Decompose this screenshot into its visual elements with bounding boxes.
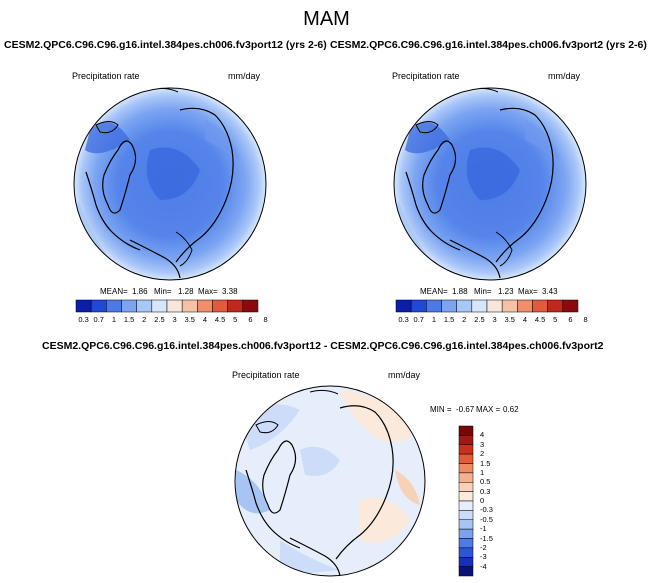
diff-colorbar: [458, 425, 474, 577]
colorbar-tick-label: 1: [111, 315, 116, 324]
colorbar-swatch: [458, 444, 474, 455]
panel1-units-label: mm/day: [228, 71, 261, 81]
colorbar-tick-label: 0.5: [480, 477, 491, 487]
colorbar-tick-label: -0.3: [480, 505, 493, 515]
diff-min-value: -0.67: [456, 405, 475, 414]
panel2-min-label: Min=: [474, 287, 492, 296]
colorbar-swatch: [458, 463, 474, 474]
colorbar-tick-label: 0.3: [398, 315, 409, 324]
colorbar-tick-label: -0.5: [480, 514, 493, 524]
diff-min-label: MIN =: [430, 405, 452, 414]
colorbar-tick-label: 4: [480, 430, 485, 440]
colorbar-tick-label: 1.5: [123, 315, 135, 324]
colorbar-swatch: [458, 482, 474, 492]
diff-variable-label: Precipitation rate: [232, 370, 300, 380]
colorbar-tick-label: 6: [248, 315, 253, 324]
panel2-max-label: Max=: [518, 287, 538, 296]
colorbar-tick-label: 3.5: [504, 315, 515, 324]
colorbar-swatch: [242, 299, 259, 313]
panel2-min-value: 1.23: [498, 287, 514, 296]
colorbar-swatch: [458, 435, 474, 445]
panel2-colorbar: [395, 299, 579, 313]
colorbar-tick-label: 0.3: [78, 315, 89, 324]
colorbar-swatch: [458, 500, 474, 511]
colorbar-tick-label: -1.5: [480, 533, 493, 543]
figure-title: MAM: [303, 8, 350, 30]
colorbar-swatch: [458, 472, 474, 483]
panel1-mean-value: 1.86: [132, 287, 148, 296]
colorbar-tick-label: 3.5: [184, 315, 195, 324]
colorbar-tick-label: 4: [522, 315, 527, 324]
colorbar-tick-label: 2.5: [474, 315, 485, 324]
panel2-units-label: mm/day: [548, 71, 581, 81]
colorbar-tick-label: 3: [492, 315, 497, 324]
colorbar-tick-label: -3: [480, 552, 487, 562]
diff-max-value: 0.62: [503, 405, 519, 414]
panel2-variable-label: Precipitation rate: [392, 71, 460, 81]
colorbar-swatch: [458, 510, 474, 520]
colorbar-tick-label: -4: [480, 561, 487, 571]
panel1-colorbar: [75, 299, 259, 313]
colorbar-tick-label: 2: [462, 315, 467, 324]
panel2-mean-value: 1.88: [452, 287, 468, 296]
colorbar-swatch: [458, 557, 474, 567]
colorbar-tick-label: -1: [480, 524, 487, 534]
panel1-min-label: Min=: [154, 287, 172, 296]
colorbar-tick-label: 0.7: [93, 315, 104, 324]
colorbar-swatch: [458, 547, 474, 558]
colorbar-swatch: [458, 519, 474, 530]
colorbar-tick-label: 5: [233, 315, 238, 324]
colorbar-tick-label: 3: [480, 439, 485, 449]
panel2-mean-label: MEAN=: [420, 287, 448, 296]
panel1-title: CESM2.QPC6.C96.C96.g16.intel.384pes.ch00…: [4, 39, 327, 51]
colorbar-tick-label: 4.5: [214, 315, 226, 324]
colorbar-tick-label: 1.5: [443, 315, 455, 324]
colorbar-tick-label: 1: [431, 315, 436, 324]
colorbar-tick-label: 2.5: [154, 315, 165, 324]
colorbar-tick-label: 6: [568, 315, 573, 324]
colorbar-swatch: [458, 566, 474, 577]
colorbar-tick-label: 1: [480, 467, 485, 477]
panel2-title: CESM2.QPC6.C96.C96.g16.intel.384pes.ch00…: [330, 39, 647, 51]
colorbar-tick-label: 5: [553, 315, 558, 324]
colorbar-tick-label: 1.5: [480, 458, 491, 468]
colorbar-tick-label: -2: [480, 542, 487, 552]
colorbar-tick-label: 2: [142, 315, 147, 324]
colorbar-tick-label: 4: [202, 315, 207, 324]
colorbar-swatch: [458, 425, 474, 436]
panel1-variable-label: Precipitation rate: [72, 71, 140, 81]
colorbar-swatch: [458, 528, 474, 539]
colorbar-swatch: [458, 538, 474, 549]
diff-units-label: mm/day: [388, 370, 421, 380]
colorbar-tick-label: 8: [263, 315, 268, 324]
colorbar-tick-label: 2: [480, 449, 485, 459]
panel1-min-value: 1.28: [178, 287, 194, 296]
colorbar-swatch: [562, 299, 579, 313]
diff-title: CESM2.QPC6.C96.C96.g16.intel.384pes.ch00…: [42, 340, 604, 352]
colorbar-swatch: [458, 491, 474, 502]
panel1-max-label: Max=: [198, 287, 218, 296]
panel1-max-value: 3.38: [222, 287, 238, 296]
colorbar-tick-label: 3: [172, 315, 177, 324]
colorbar-tick-label: 0.7: [413, 315, 424, 324]
diff-max-label: MAX =: [476, 405, 501, 414]
colorbar-swatch: [458, 453, 474, 464]
colorbar-tick-label: 4.5: [534, 315, 546, 324]
colorbar-tick-label: 0: [480, 496, 485, 505]
panel1-mean-label: MEAN=: [100, 287, 128, 296]
colorbar-tick-label: 8: [583, 315, 588, 324]
panel2-max-value: 3.43: [542, 287, 558, 296]
colorbar-tick-label: 0.3: [480, 486, 491, 496]
